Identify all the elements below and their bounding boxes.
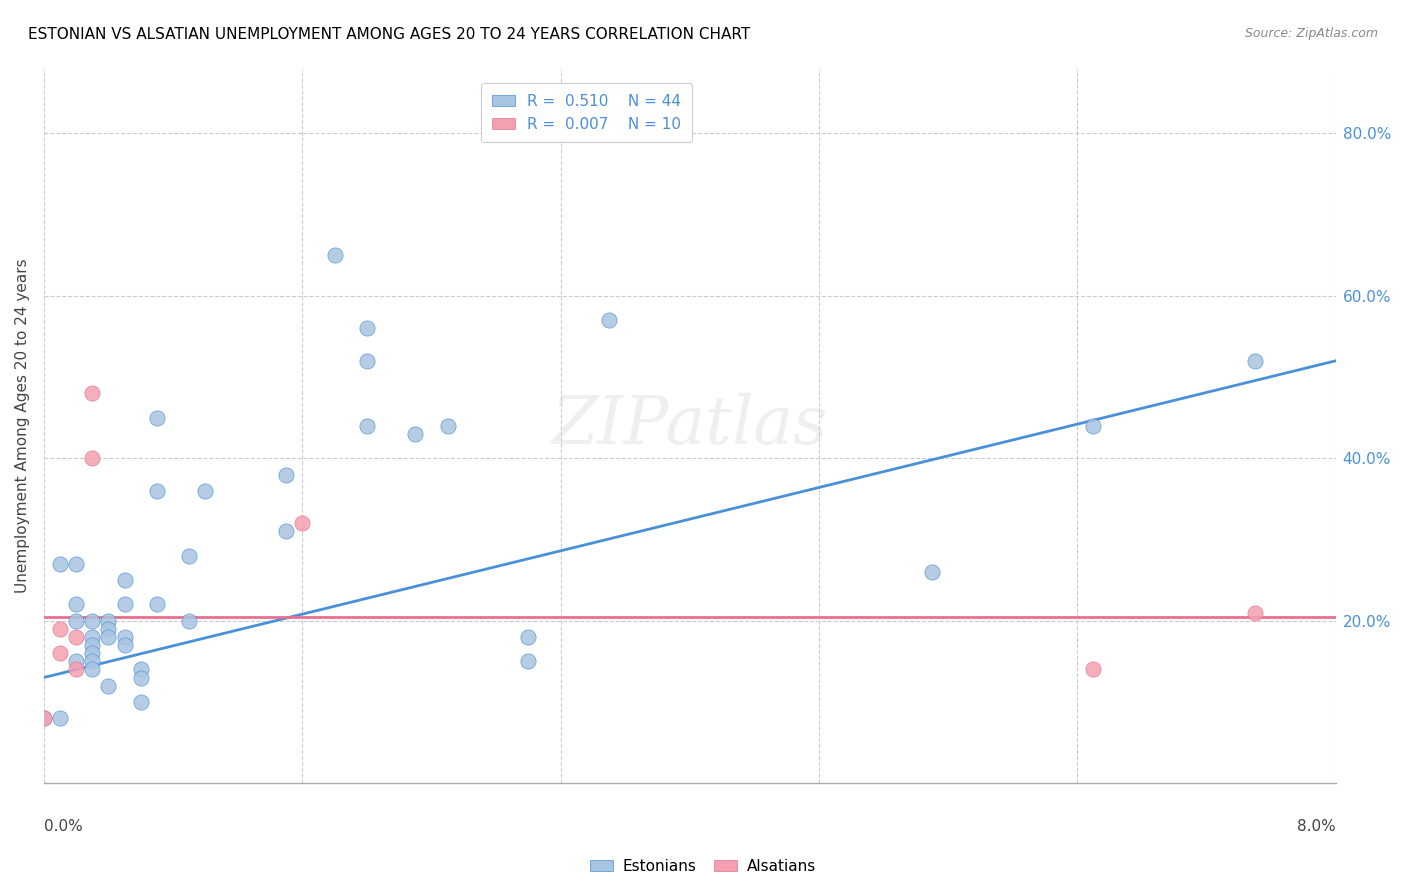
Point (517, 630, 540, 644)
Point (129, 671, 152, 685)
Point (82, 646, 104, 660)
Point (82, 638, 104, 652)
Point (146, 598, 169, 612)
Point (194, 483, 217, 498)
Legend: R =  0.510    N = 44, R =  0.007    N = 10: R = 0.510 N = 44, R = 0.007 N = 10 (481, 83, 692, 143)
Text: 0.0%: 0.0% (44, 819, 83, 834)
Point (274, 524, 297, 539)
Point (65, 630, 87, 644)
Point (146, 410, 169, 425)
Point (65, 662, 87, 676)
Point (291, 516, 314, 531)
Point (82, 654, 104, 668)
Point (65, 654, 87, 668)
Point (1243, 606, 1265, 620)
Text: Source: ZipAtlas.com: Source: ZipAtlas.com (1244, 27, 1378, 40)
Legend: Estonians, Alsatians: Estonians, Alsatians (583, 853, 823, 880)
Point (65, 557, 87, 571)
Point (517, 654, 540, 668)
Point (114, 630, 136, 644)
Point (114, 638, 136, 652)
Point (1083, 418, 1105, 433)
Point (32, 711, 55, 725)
Point (114, 598, 136, 612)
Point (82, 451, 104, 466)
Point (97, 630, 120, 644)
Point (114, 573, 136, 587)
Point (129, 662, 152, 676)
Point (97, 679, 120, 693)
Point (146, 483, 169, 498)
Point (65, 614, 87, 628)
Text: 8.0%: 8.0% (1296, 819, 1336, 834)
Point (65, 598, 87, 612)
Point (49, 557, 72, 571)
Point (356, 321, 378, 335)
Point (179, 549, 201, 563)
Point (598, 313, 620, 327)
Point (82, 662, 104, 676)
Point (1243, 354, 1265, 368)
Point (97, 622, 120, 636)
Point (1083, 662, 1105, 676)
Point (82, 630, 104, 644)
Point (129, 695, 152, 709)
Point (82, 614, 104, 628)
Point (82, 386, 104, 401)
Text: ZIPatlas: ZIPatlas (551, 393, 828, 458)
Point (49, 622, 72, 636)
Point (32, 711, 55, 725)
Point (921, 565, 943, 579)
Point (356, 354, 378, 368)
Point (49, 711, 72, 725)
Point (97, 614, 120, 628)
Point (323, 248, 346, 262)
Point (436, 418, 458, 433)
Y-axis label: Unemployment Among Ages 20 to 24 years: Unemployment Among Ages 20 to 24 years (15, 259, 30, 593)
Point (404, 426, 426, 441)
Text: ESTONIAN VS ALSATIAN UNEMPLOYMENT AMONG AGES 20 TO 24 YEARS CORRELATION CHART: ESTONIAN VS ALSATIAN UNEMPLOYMENT AMONG … (28, 27, 751, 42)
Point (356, 418, 378, 433)
Point (179, 614, 201, 628)
Point (49, 646, 72, 660)
Point (274, 467, 297, 482)
